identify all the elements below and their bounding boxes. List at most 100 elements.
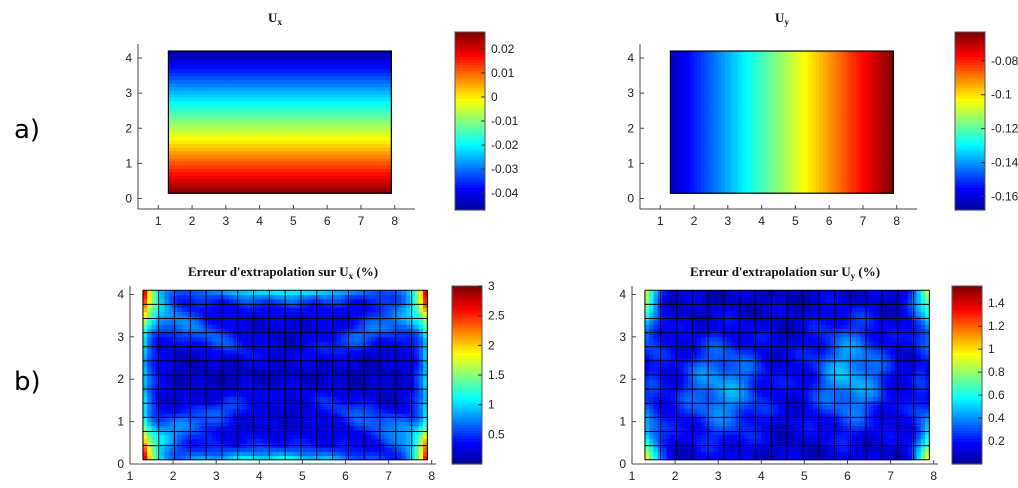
heatmap-cell (798, 72, 803, 77)
heatmap-cell (367, 79, 372, 84)
heatmap-cell (337, 93, 342, 98)
heatmap-cell (279, 72, 284, 77)
heatmap-cell (330, 115, 335, 120)
heatmap-cell (202, 168, 207, 173)
heatmap-cell (215, 154, 220, 159)
heatmap-cell (337, 90, 342, 95)
heatmap-cell (232, 168, 237, 173)
heatmap-cell (340, 122, 345, 127)
heatmap-cell (249, 58, 254, 63)
heatmap-cell (252, 118, 257, 123)
heatmap-cell (829, 132, 834, 137)
heatmap-cell (225, 164, 230, 169)
heatmap-cell (714, 111, 719, 116)
heatmap-cell (731, 125, 736, 130)
heatmap-cell (758, 154, 763, 159)
heatmap-cell (188, 75, 193, 81)
heatmap-cell (340, 168, 345, 173)
heatmap-cell (714, 90, 719, 95)
heatmap-cell (256, 136, 261, 141)
heatmap-cell (293, 150, 298, 155)
heatmap-cell (768, 129, 773, 134)
heatmap-cell (734, 154, 739, 159)
heatmap-cell (320, 65, 325, 70)
heatmap-cell (764, 111, 769, 116)
heatmap-cell (242, 93, 247, 98)
heatmap-cell (192, 178, 197, 184)
heatmap-cell (273, 168, 278, 173)
heatmap-cell (188, 104, 193, 109)
heatmap-cell (842, 186, 847, 191)
heatmap-cell (717, 100, 722, 105)
heatmap-cell (785, 65, 790, 70)
heatmap-cell (683, 168, 688, 173)
heatmap-cell (208, 58, 213, 63)
heatmap-cell (775, 65, 780, 70)
heatmap-cell (286, 107, 291, 113)
heatmap-cell (846, 118, 851, 123)
heatmap-cell (340, 93, 345, 98)
heatmap-cell (344, 93, 349, 98)
heatmap-cell (731, 104, 736, 109)
heatmap-cell (246, 164, 251, 169)
heatmap-cell (212, 65, 217, 70)
heatmap-cell (768, 175, 773, 180)
heatmap-cell (842, 79, 847, 84)
heatmap-cell (700, 189, 705, 194)
heatmap-cell (673, 111, 678, 116)
heatmap-cell (202, 111, 207, 116)
heatmap-cell (168, 175, 173, 180)
heatmap-cell (327, 161, 332, 166)
heatmap-cell (242, 157, 247, 162)
heatmap-cell (768, 107, 773, 113)
heatmap-cell (337, 58, 342, 63)
heatmap-cell (337, 111, 342, 116)
heatmap-cell (710, 143, 715, 148)
heatmap-cell (347, 171, 352, 177)
heatmap-cell (829, 104, 834, 109)
heatmap-cell (249, 150, 254, 155)
heatmap-cell (849, 61, 854, 66)
heatmap-cell (751, 72, 756, 77)
heatmap-cell (296, 104, 301, 109)
heatmap-cell (694, 100, 699, 105)
heatmap-cell (310, 97, 315, 102)
heatmap-cell (374, 75, 379, 81)
heatmap-cell (710, 107, 715, 113)
heatmap-cell (198, 175, 203, 180)
heatmap-cell (293, 157, 298, 162)
colorbar-segment (455, 182, 485, 186)
heatmap-cell (781, 107, 786, 113)
heatmap-cell (293, 61, 298, 66)
colorbar-segment (455, 98, 485, 103)
heatmap-cell (235, 132, 240, 137)
heatmap-cell (724, 75, 729, 81)
heatmap-cell (785, 83, 790, 88)
heatmap-cell (832, 157, 837, 162)
heatmap-cell (744, 157, 749, 162)
heatmap-cell (357, 104, 362, 109)
heatmap-cell (347, 125, 352, 130)
heatmap-cell (306, 100, 311, 105)
heatmap-cell (819, 154, 824, 159)
heatmap-cell (340, 75, 345, 81)
heatmap-cell (812, 132, 817, 137)
heatmap-cell (350, 189, 355, 194)
heatmap-cell (683, 100, 688, 105)
heatmap-cell (222, 182, 227, 187)
heatmap-cell (212, 93, 217, 98)
heatmap-cell (320, 161, 325, 166)
heatmap-cell (788, 168, 793, 173)
heatmap-cell (246, 86, 251, 91)
heatmap-cell (208, 129, 213, 134)
heatmap-cell (744, 161, 749, 166)
heatmap-cell (754, 150, 759, 155)
heatmap-cell (313, 129, 318, 134)
heatmap-cell (320, 97, 325, 102)
heatmap-cell (835, 111, 840, 116)
heatmap-cell (360, 51, 365, 56)
heatmap-cell (710, 111, 715, 116)
heatmap-cell (303, 146, 308, 152)
heatmap-cell (785, 115, 790, 120)
heatmap-cell (225, 51, 230, 56)
